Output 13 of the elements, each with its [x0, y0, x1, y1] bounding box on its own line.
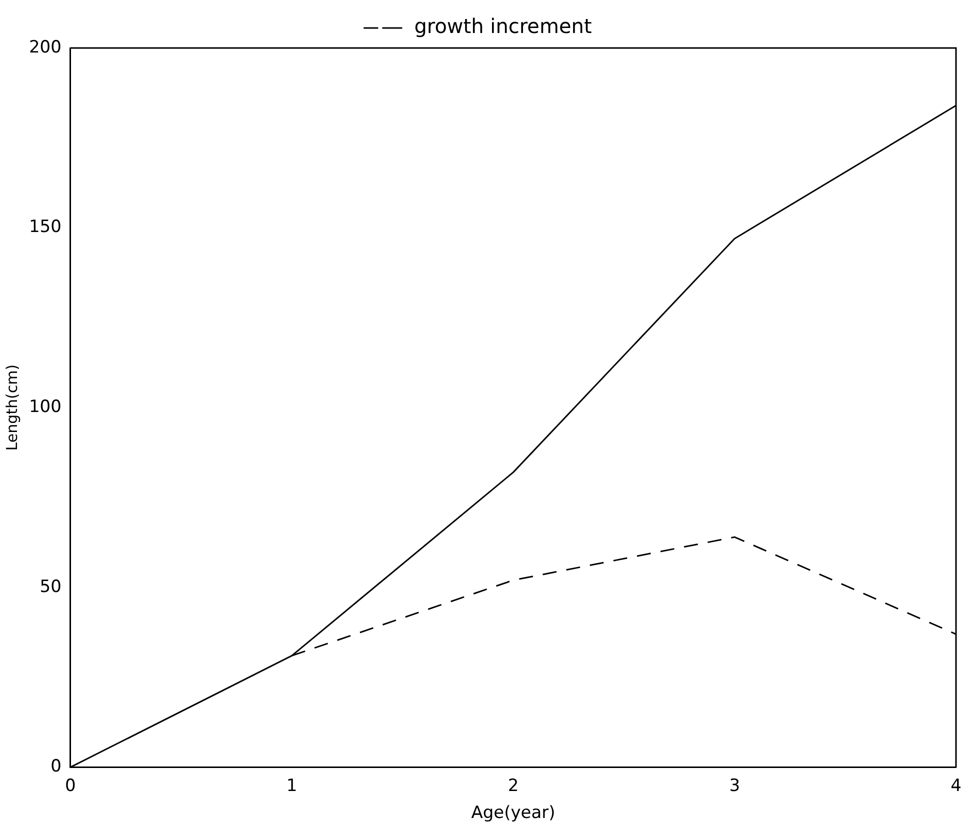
legend-label: growth increment — [414, 14, 592, 38]
y-tick-label: 0 — [50, 756, 62, 777]
x-tick-label: 0 — [65, 776, 76, 796]
y-axis-title: Length(cm) — [2, 364, 21, 451]
x-tick-label: 3 — [729, 776, 740, 796]
x-tick-label: 4 — [950, 776, 962, 796]
y-tick-label: 100 — [28, 397, 62, 418]
y-tick-label: 200 — [28, 37, 62, 58]
x-tick-label: 1 — [286, 776, 298, 796]
x-tick-label: 2 — [508, 776, 519, 796]
y-tick-label: 150 — [28, 217, 62, 238]
y-tick-label: 50 — [40, 576, 62, 597]
x-axis-title: Age(year) — [471, 803, 556, 824]
